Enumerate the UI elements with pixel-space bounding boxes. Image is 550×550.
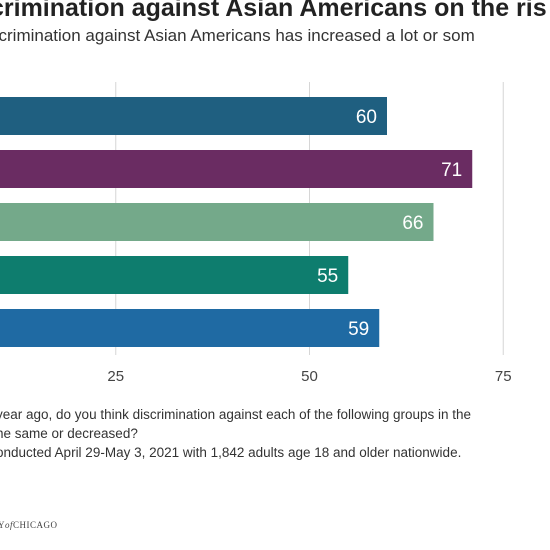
- university-logo: YofCHICAGO: [0, 520, 58, 530]
- methodology-text: onducted April 29-May 3, 2021 with 1,842…: [0, 445, 462, 460]
- bar-value-label-2: 71: [441, 160, 462, 181]
- bar-value-label-1: 60: [356, 107, 377, 128]
- logo-of: of: [5, 520, 14, 530]
- x-tick-label-25: 25: [107, 368, 124, 385]
- chart-subtitle: scrimination against Asian Americans has…: [0, 26, 475, 45]
- logo-prefix: Y: [0, 520, 5, 530]
- bar-3: [0, 203, 434, 241]
- bar-2: [0, 150, 473, 188]
- bar-value-label-5: 59: [348, 319, 369, 340]
- bar-4: [0, 256, 349, 294]
- chart-title: crimination against Asian Americans on t…: [0, 0, 547, 22]
- question-text-line-1: year ago, do you think discrimination ag…: [0, 407, 472, 422]
- chart-notes: year ago, do you think discrimination ag…: [0, 405, 471, 462]
- x-tick-label-75: 75: [495, 368, 512, 385]
- bar-chart: 25 50 75 60 71 66 55 59: [0, 82, 512, 385]
- question-text-line-2: ne same or decreased?: [0, 426, 138, 441]
- bar-1: [0, 97, 387, 135]
- bar-value-label-4: 55: [317, 266, 338, 287]
- bar-value-label-3: 66: [402, 213, 423, 234]
- logo-name: CHICAGO: [13, 520, 58, 530]
- bar-5: [0, 309, 380, 347]
- x-tick-label-50: 50: [301, 368, 318, 385]
